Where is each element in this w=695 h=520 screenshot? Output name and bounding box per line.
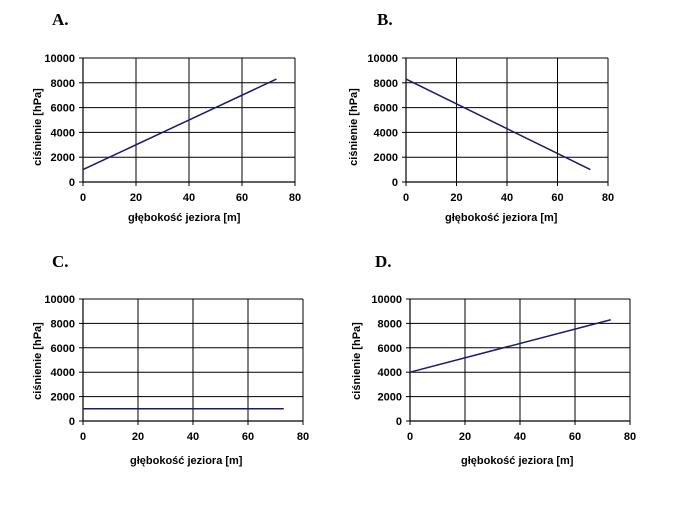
x-tick-label: 20 — [450, 192, 462, 204]
panel-label: D. — [375, 252, 392, 271]
x-tick-label: 80 — [289, 192, 301, 204]
x-tick-label: 20 — [132, 431, 144, 443]
y-tick-label: 10000 — [44, 53, 75, 65]
x-tick-label: 20 — [459, 431, 471, 443]
x-tick-label: 80 — [602, 192, 614, 204]
panel-label: B. — [377, 10, 393, 29]
y-tick-label: 2000 — [374, 152, 398, 164]
y-tick-label: 2000 — [378, 392, 402, 404]
y-tick-label: 0 — [69, 416, 75, 428]
y-tick-label: 6000 — [51, 343, 75, 355]
x-tick-label: 60 — [569, 431, 581, 443]
x-axis-label: głębokość jeziora [m] — [461, 455, 574, 467]
series-line — [409, 319, 611, 373]
y-tick-label: 8000 — [51, 78, 75, 90]
y-tick-label: 4000 — [374, 127, 398, 139]
y-tick-label: 2000 — [51, 152, 75, 164]
panel-label: A. — [52, 10, 69, 29]
y-tick-label: 4000 — [51, 367, 75, 379]
series-line — [405, 78, 591, 171]
x-tick-label: 60 — [242, 431, 254, 443]
x-tick-label: 0 — [80, 192, 86, 204]
y-tick-label: 4000 — [378, 367, 402, 379]
x-tick-label: 0 — [80, 431, 86, 443]
x-tick-label: 40 — [187, 431, 199, 443]
x-tick-label: 80 — [297, 431, 309, 443]
x-axis-label: głębokość jeziora [m] — [128, 212, 241, 224]
y-tick-label: 8000 — [51, 318, 75, 330]
y-tick-label: 0 — [392, 177, 398, 189]
x-axis-label: głębokość jeziora [m] — [130, 455, 243, 467]
y-tick-label: 0 — [396, 416, 402, 428]
x-tick-label: 20 — [130, 192, 142, 204]
y-tick-label: 6000 — [378, 343, 402, 355]
y-tick-label: 10000 — [367, 53, 398, 65]
series-line — [82, 78, 277, 171]
x-axis-label: głębokość jeziora [m] — [445, 212, 558, 224]
y-tick-label: 2000 — [51, 392, 75, 404]
y-tick-label: 6000 — [374, 103, 398, 115]
x-tick-label: 60 — [551, 192, 563, 204]
y-tick-label: 10000 — [44, 294, 75, 306]
y-tick-label: 10000 — [371, 294, 402, 306]
x-tick-label: 40 — [514, 431, 526, 443]
x-tick-label: 80 — [624, 431, 636, 443]
panel-label: C. — [52, 252, 69, 271]
y-tick-label: 0 — [69, 177, 75, 189]
y-tick-label: 6000 — [51, 103, 75, 115]
x-tick-label: 40 — [501, 192, 513, 204]
y-tick-label: 8000 — [374, 78, 398, 90]
x-tick-label: 0 — [403, 192, 409, 204]
x-tick-label: 40 — [183, 192, 195, 204]
y-tick-label: 8000 — [378, 318, 402, 330]
x-tick-label: 60 — [236, 192, 248, 204]
x-tick-label: 0 — [407, 431, 413, 443]
y-tick-label: 4000 — [51, 127, 75, 139]
